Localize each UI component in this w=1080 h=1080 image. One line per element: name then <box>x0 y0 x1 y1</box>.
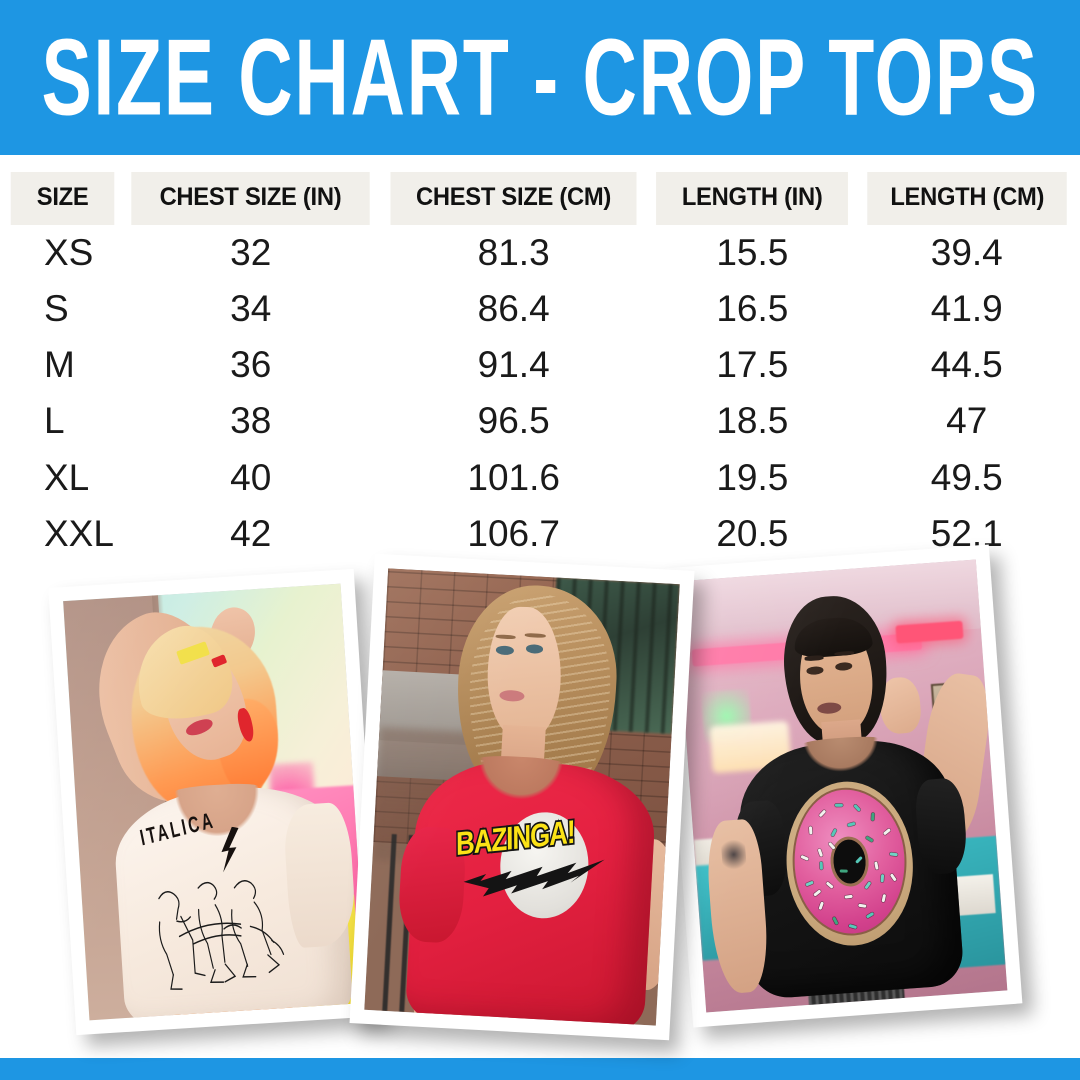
donut-sprinkles <box>780 777 919 950</box>
band-line-art <box>139 858 312 999</box>
footer-banner <box>0 1058 1080 1080</box>
scene-pastel-studio: ITALICA <box>63 583 367 1021</box>
cell-length-in: 18.5 <box>716 400 789 442</box>
column-header-length-cm: LENGTH (CM) <box>866 172 1067 225</box>
cell-size: M <box>44 344 75 386</box>
cell-length-in: 15.5 <box>716 232 789 273</box>
cell-length-in: 19.5 <box>716 456 789 498</box>
cell-chest-in: 32 <box>230 232 272 273</box>
product-photo-strip: ITALICA <box>0 544 1080 1048</box>
photo-image-italica: ITALICA <box>63 583 367 1021</box>
cell-chest-cm: 106.7 <box>467 512 560 554</box>
column-header-length-in: LENGTH (IN) <box>656 172 849 225</box>
product-photo-donut-crop-top <box>659 544 1023 1028</box>
neon-sign-red <box>895 621 964 644</box>
table-row: L 38 96.5 18.5 47 <box>8 393 1072 449</box>
table-row: XS 32 81.3 15.5 39.4 <box>8 225 1072 281</box>
cell-chest-cm: 96.5 <box>477 400 550 442</box>
photo-image-donut <box>674 559 1008 1013</box>
cell-chest-in: 38 <box>230 400 272 442</box>
column-header-size: SIZE <box>10 172 115 225</box>
product-photo-italica-crop-top: ITALICA <box>48 568 382 1036</box>
cell-length-cm: 41.9 <box>930 288 1003 330</box>
table-header: SIZE CHEST SIZE (IN) CHEST SIZE (CM) LEN… <box>8 172 1072 225</box>
cell-chest-in: 36 <box>230 344 272 386</box>
model-eye-left <box>496 645 515 655</box>
cell-length-in: 17.5 <box>716 344 789 386</box>
product-photo-bazinga-crop-top: BAZINGA! <box>349 553 695 1041</box>
cell-length-in: 16.5 <box>716 288 789 330</box>
cell-chest-in: 42 <box>230 512 272 554</box>
table-header-row: SIZE CHEST SIZE (IN) CHEST SIZE (CM) LEN… <box>8 172 1072 225</box>
page-title: SIZE CHART - CROP TOPS <box>41 17 1039 138</box>
cell-length-in: 20.5 <box>716 512 789 554</box>
table-row: XL 40 101.6 19.5 49.5 <box>8 450 1072 506</box>
cell-length-cm: 44.5 <box>930 344 1003 386</box>
cell-size: XL <box>44 456 90 498</box>
lightning-bolt-icon <box>221 826 239 873</box>
scene-retro-diner <box>674 559 1008 1013</box>
table-row: S 34 86.4 16.5 41.9 <box>8 281 1072 337</box>
model-face <box>487 606 561 740</box>
scene-brick-wall: BAZINGA! <box>364 568 680 1026</box>
cell-length-cm: 39.4 <box>930 232 1003 273</box>
garment-print-bazinga: BAZINGA! <box>448 802 618 934</box>
cell-chest-in: 40 <box>230 456 272 498</box>
garment-print-donut <box>780 776 919 950</box>
header-banner: SIZE CHART - CROP TOPS <box>0 0 1080 155</box>
cell-size: L <box>44 400 65 442</box>
model-arm-tattoo <box>720 836 748 873</box>
cell-size: S <box>44 288 69 330</box>
garment-print-italica: ITALICA <box>130 803 313 1003</box>
cell-chest-cm: 86.4 <box>477 288 550 330</box>
cell-chest-cm: 91.4 <box>477 344 550 386</box>
column-header-chest-cm: CHEST SIZE (CM) <box>390 172 637 225</box>
photo-image-bazinga: BAZINGA! <box>364 568 680 1026</box>
cell-size: XS <box>44 232 94 273</box>
measurements-table: SIZE CHEST SIZE (IN) CHEST SIZE (CM) LEN… <box>0 172 1080 562</box>
cell-size: XXL <box>44 512 114 554</box>
cell-length-cm: 49.5 <box>930 456 1003 498</box>
cell-chest-in: 34 <box>230 288 272 330</box>
size-chart-table: SIZE CHEST SIZE (IN) CHEST SIZE (CM) LEN… <box>0 172 1080 562</box>
cell-chest-cm: 81.3 <box>477 232 550 273</box>
table-body: XS 32 81.3 15.5 39.4 S 34 86.4 16.5 41.9… <box>8 225 1072 562</box>
table-row: M 36 91.4 17.5 44.5 <box>8 337 1072 393</box>
column-header-chest-in: CHEST SIZE (IN) <box>131 172 370 225</box>
cell-chest-cm: 101.6 <box>467 456 560 498</box>
cell-length-cm: 47 <box>946 400 988 442</box>
